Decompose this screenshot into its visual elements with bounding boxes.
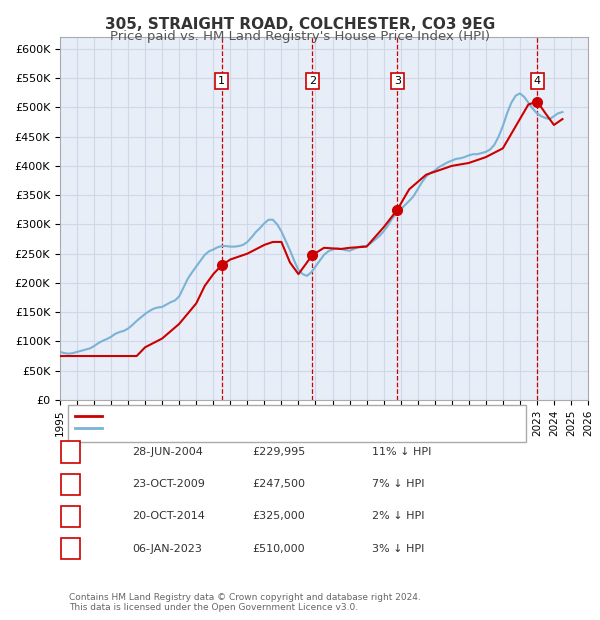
- Text: 1: 1: [67, 447, 74, 457]
- Text: 11% ↓ HPI: 11% ↓ HPI: [372, 447, 431, 457]
- Text: 4: 4: [533, 76, 541, 86]
- Text: 20-OCT-2014: 20-OCT-2014: [132, 512, 205, 521]
- Text: 23-OCT-2009: 23-OCT-2009: [132, 479, 205, 489]
- Text: 28-JUN-2004: 28-JUN-2004: [132, 447, 203, 457]
- Text: £510,000: £510,000: [252, 544, 305, 554]
- Text: £325,000: £325,000: [252, 512, 305, 521]
- Text: Contains HM Land Registry data © Crown copyright and database right 2024.
This d: Contains HM Land Registry data © Crown c…: [69, 593, 421, 612]
- Text: 3% ↓ HPI: 3% ↓ HPI: [372, 544, 424, 554]
- Text: 4: 4: [67, 544, 74, 554]
- Text: 2: 2: [67, 479, 74, 489]
- Text: 2% ↓ HPI: 2% ↓ HPI: [372, 512, 425, 521]
- Text: £247,500: £247,500: [252, 479, 305, 489]
- Text: £229,995: £229,995: [252, 447, 305, 457]
- Text: 305, STRAIGHT ROAD, COLCHESTER, CO3 9EG: 305, STRAIGHT ROAD, COLCHESTER, CO3 9EG: [105, 17, 495, 32]
- Text: HPI: Average price, detached house, Colchester: HPI: Average price, detached house, Colc…: [107, 423, 356, 433]
- Text: 06-JAN-2023: 06-JAN-2023: [132, 544, 202, 554]
- Text: Price paid vs. HM Land Registry's House Price Index (HPI): Price paid vs. HM Land Registry's House …: [110, 30, 490, 43]
- Text: 305, STRAIGHT ROAD, COLCHESTER, CO3 9EG (detached house): 305, STRAIGHT ROAD, COLCHESTER, CO3 9EG …: [107, 411, 443, 421]
- Text: 2: 2: [309, 76, 316, 86]
- Text: 3: 3: [67, 512, 74, 521]
- Text: 3: 3: [394, 76, 401, 86]
- Text: 1: 1: [218, 76, 225, 86]
- Text: 7% ↓ HPI: 7% ↓ HPI: [372, 479, 425, 489]
